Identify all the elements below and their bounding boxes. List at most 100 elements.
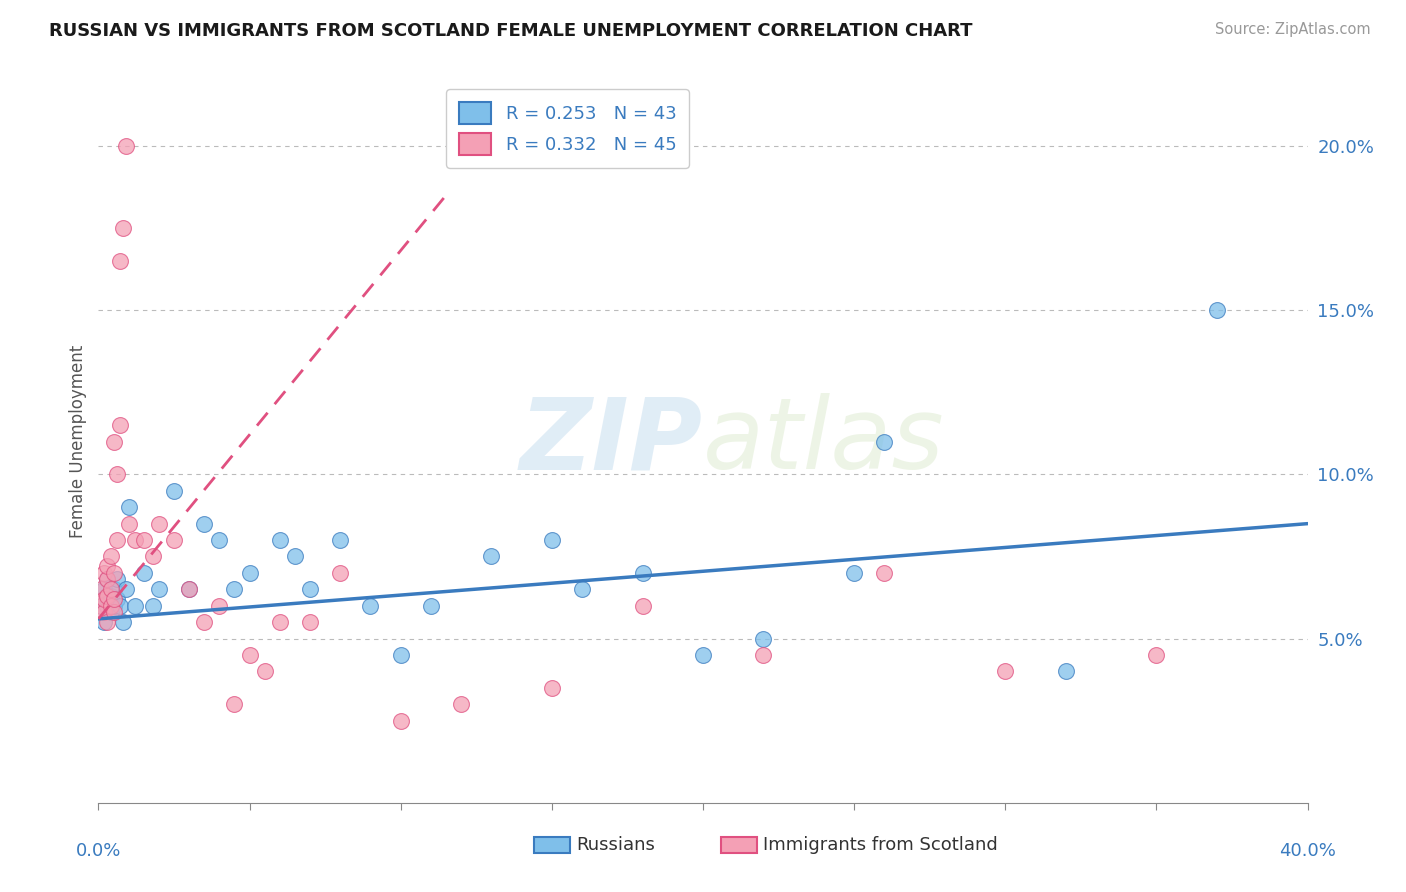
Text: 0.0%: 0.0% [76,842,121,860]
Point [692,648,714,662]
Point [752,632,775,646]
Point [105,592,128,607]
Point [96,592,118,607]
Point [132,566,155,580]
Point [208,599,231,613]
Point [239,566,262,580]
Point [142,599,165,613]
Point [481,549,503,564]
Point [329,533,352,547]
Point [96,573,118,587]
Point [193,615,215,630]
Y-axis label: Female Unemployment: Female Unemployment [69,345,87,538]
Point [96,573,118,587]
Point [100,589,122,603]
Point [1144,648,1167,662]
Point [96,559,118,574]
Point [571,582,593,597]
Point [142,549,165,564]
Point [329,566,352,580]
Point [90,599,112,613]
Point [269,533,291,547]
Point [111,221,134,235]
Point [93,592,115,607]
Point [90,599,112,613]
Legend: R = 0.253   N = 43, R = 0.332   N = 45: R = 0.253 N = 43, R = 0.332 N = 45 [446,89,689,168]
Point [844,566,866,580]
Point [299,615,322,630]
Text: 40.0%: 40.0% [1279,842,1336,860]
Point [148,582,170,597]
Text: atlas: atlas [703,393,945,490]
Point [239,648,262,662]
Point [994,665,1017,679]
Point [124,599,146,613]
Point [105,573,128,587]
Point [631,566,654,580]
Point [540,681,562,695]
Point [103,599,125,613]
Point [114,139,136,153]
Point [100,549,122,564]
Point [193,516,215,531]
Text: Immigrants from Scotland: Immigrants from Scotland [763,837,998,855]
Point [100,599,122,613]
Point [224,698,246,712]
Point [179,582,201,597]
Point [124,533,146,547]
Point [631,599,654,613]
Point [148,516,170,531]
Point [389,714,412,728]
Point [103,592,125,607]
Point [269,615,291,630]
Point [284,549,307,564]
Point [208,533,231,547]
Point [105,533,128,547]
Point [118,516,141,531]
Point [163,533,186,547]
Text: Source: ZipAtlas.com: Source: ZipAtlas.com [1215,22,1371,37]
Point [163,483,186,498]
Point [93,566,115,580]
FancyBboxPatch shape [534,838,569,854]
Point [93,605,115,619]
FancyBboxPatch shape [721,838,758,854]
Point [103,605,125,619]
Point [752,648,775,662]
Point [103,582,125,597]
Point [90,582,112,597]
Point [111,615,134,630]
Point [93,615,115,630]
Point [299,582,322,597]
Point [540,533,562,547]
Point [108,253,131,268]
Point [108,599,131,613]
Point [96,615,118,630]
Text: Russians: Russians [576,837,655,855]
Point [450,698,472,712]
Point [100,605,122,619]
Point [132,533,155,547]
Point [96,599,118,613]
Point [360,599,382,613]
Point [1206,303,1229,318]
Point [179,582,201,597]
Point [103,434,125,449]
Point [108,418,131,433]
Point [224,582,246,597]
Point [873,434,896,449]
Point [1054,665,1077,679]
Point [873,566,896,580]
Point [105,467,128,482]
Point [100,582,122,597]
Point [103,566,125,580]
Point [96,589,118,603]
Point [93,582,115,597]
Point [253,665,276,679]
Point [389,648,412,662]
Text: RUSSIAN VS IMMIGRANTS FROM SCOTLAND FEMALE UNEMPLOYMENT CORRELATION CHART: RUSSIAN VS IMMIGRANTS FROM SCOTLAND FEMA… [49,22,973,40]
Text: ZIP: ZIP [520,393,703,490]
Point [420,599,443,613]
Point [114,582,136,597]
Point [118,500,141,515]
